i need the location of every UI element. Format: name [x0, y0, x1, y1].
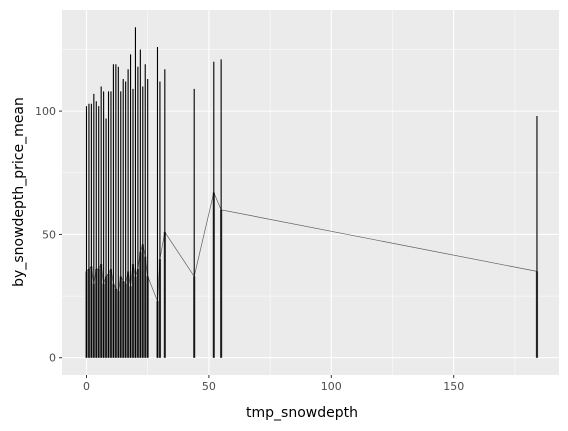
- grid: [62, 10, 559, 375]
- axis-ticks: 0 50 100 150 0 50 100: [35, 105, 464, 393]
- x-tick-label: 150: [443, 380, 464, 393]
- y-tick-label: 100: [35, 105, 56, 118]
- data-series-line: [86, 191, 538, 302]
- y-axis-title: by_snowdepth_price_mean: [11, 97, 27, 287]
- x-tick-label: 0: [83, 380, 90, 393]
- y-tick-label: 0: [49, 352, 56, 365]
- y-tick-label: 50: [42, 228, 56, 241]
- x-tick-label: 50: [202, 380, 216, 393]
- x-tick-label: 100: [321, 380, 342, 393]
- data-marks: [85, 27, 539, 358]
- x-axis-title: tmp_snowdepth: [246, 405, 358, 421]
